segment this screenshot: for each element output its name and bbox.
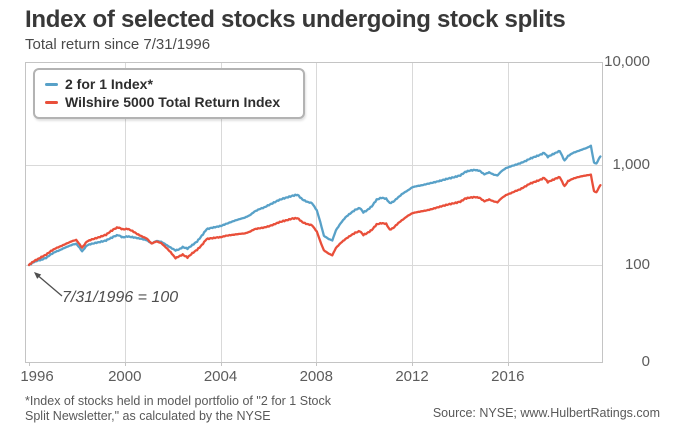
legend-marker-2for1: [45, 82, 58, 86]
x-tick-label: 2004: [203, 368, 238, 385]
legend-item-wilshire: Wilshire 5000 Total Return Index: [45, 93, 293, 111]
x-tick-label: 2012: [395, 368, 429, 385]
plot-border: [25, 62, 603, 363]
x-tick-label: 2000: [108, 368, 142, 385]
x-tick-label: 1996: [20, 368, 54, 385]
legend: 2 for 1 Index* Wilshire 5000 Total Retur…: [33, 68, 305, 119]
y-tick-label: 0: [641, 353, 650, 370]
legend-label-wilshire: Wilshire 5000 Total Return Index: [65, 94, 281, 110]
baseline-annotation: 7/31/1996 = 100: [62, 289, 179, 306]
annotation-arrow: [38, 276, 63, 297]
legend-label-2for1: 2 for 1 Index*: [65, 76, 153, 92]
chart-title: Index of selected stocks undergoing stoc…: [25, 6, 566, 33]
x-tick-label: 2008: [299, 368, 333, 385]
series-line-2for1: [27, 144, 602, 267]
footnote-line1: *Index of stocks held in model portfolio…: [25, 394, 331, 408]
footnote: *Index of stocks held in model portfolio…: [25, 394, 331, 424]
chart-subtitle: Total return since 7/31/1996: [25, 36, 211, 53]
source-credit: Source: NYSE; www.HulbertRatings.com: [432, 406, 660, 420]
series-line-wilshire: [27, 173, 602, 267]
legend-item-2for1: 2 for 1 Index*: [45, 75, 293, 93]
y-tick-label: 10,000: [604, 53, 650, 70]
legend-marker-wilshire: [45, 100, 58, 104]
footnote-line2: Split Newsletter," as calculated by the …: [25, 409, 271, 423]
x-tick-label: 2016: [491, 368, 525, 385]
y-tick-label: 1,000: [612, 156, 650, 173]
y-tick-label: 100: [624, 256, 650, 273]
annotation-arrowhead: [34, 272, 42, 279]
